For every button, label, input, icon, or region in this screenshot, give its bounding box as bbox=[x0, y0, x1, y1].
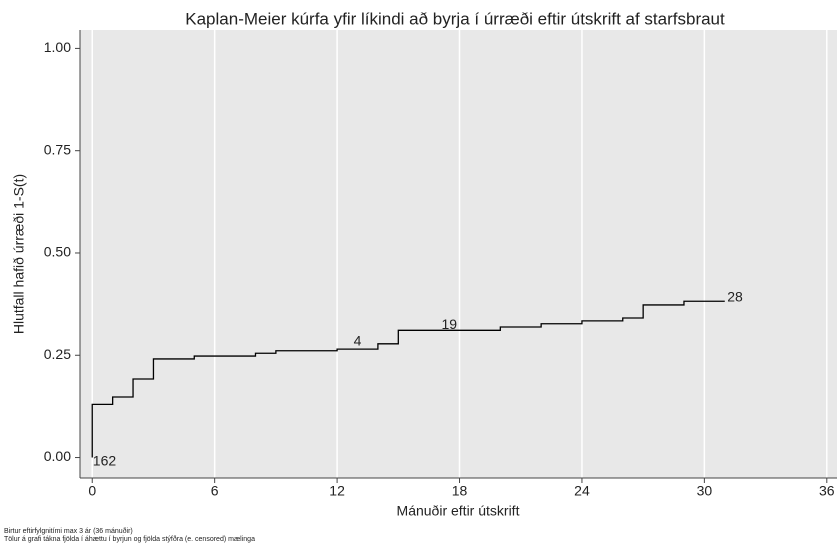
x-tick-label: 12 bbox=[329, 483, 345, 499]
plot-area bbox=[80, 30, 837, 478]
x-axis-label: Mánuðir eftir útskrift bbox=[397, 503, 520, 519]
y-axis-label: Hlutfall hafið úrræði 1-S(t) bbox=[11, 174, 27, 334]
x-tick-label: 24 bbox=[574, 483, 590, 499]
x-tick-label: 6 bbox=[211, 483, 219, 499]
x-tick-label: 30 bbox=[697, 483, 713, 499]
x-tick-label: 36 bbox=[819, 483, 835, 499]
annotation: 162 bbox=[93, 452, 117, 468]
annotation: 28 bbox=[727, 289, 743, 305]
y-tick-label: 1.00 bbox=[44, 39, 71, 55]
y-tick-label: 0.75 bbox=[44, 141, 71, 157]
annotation: 19 bbox=[442, 316, 458, 332]
x-tick-label: 0 bbox=[88, 483, 96, 499]
km-curve bbox=[91, 300, 725, 458]
x-tick-label: 18 bbox=[452, 483, 468, 499]
footnote: Tölur á grafi tákna fjölda í áhættu í by… bbox=[4, 535, 255, 543]
footnote: Birtur eftirfylgnitími max 3 ár (36 mánu… bbox=[4, 527, 133, 535]
y-tick-label: 0.50 bbox=[44, 244, 71, 260]
chart-title: Kaplan-Meier kúrfa yfir líkindi að byrja… bbox=[185, 9, 725, 28]
y-tick-label: 0.00 bbox=[44, 448, 71, 464]
y-tick-label: 0.25 bbox=[44, 346, 71, 362]
annotation: 4 bbox=[354, 332, 362, 348]
